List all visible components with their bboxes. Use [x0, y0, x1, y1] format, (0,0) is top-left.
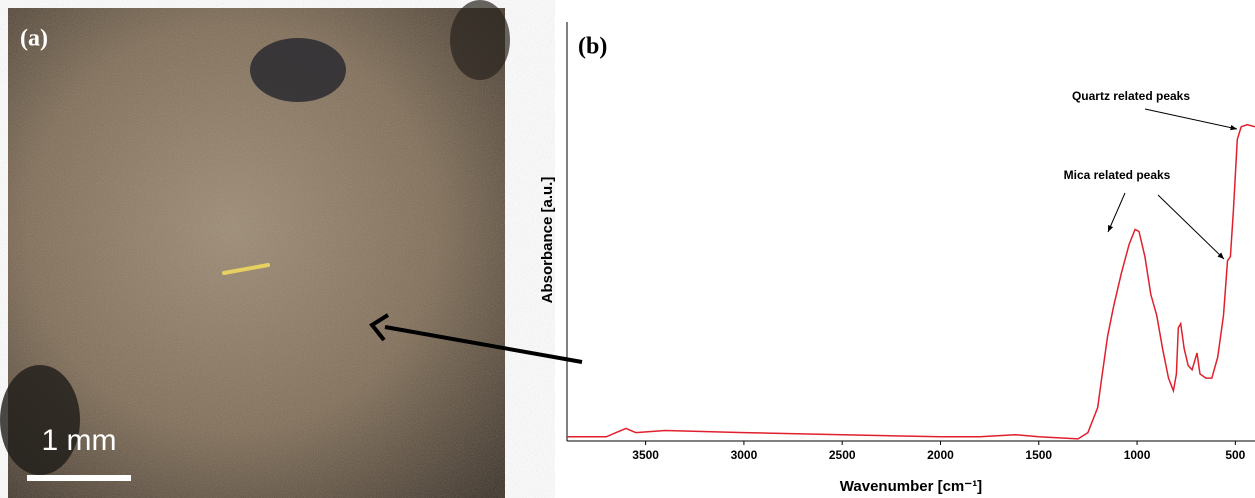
annotation-arrow	[1107, 192, 1126, 233]
panel-label: (a)	[20, 26, 48, 52]
scale-bar-label: 1 mm	[42, 424, 117, 457]
annotation-arrow	[1144, 108, 1238, 130]
arrow-head	[1217, 252, 1224, 259]
x-tick-label: 500	[1225, 448, 1245, 462]
annotation: Mica related peaks	[1064, 168, 1171, 182]
x-tick-label: 1500	[1025, 448, 1052, 462]
arrow-head	[1108, 225, 1114, 232]
spectrum-line	[567, 123, 1255, 440]
x-tick-label: 2000	[927, 448, 954, 462]
y-axis-label: Absorbance [a.u.]	[539, 177, 556, 304]
x-tick-label: 1000	[1124, 448, 1151, 462]
arrow-head	[1230, 124, 1237, 131]
x-tick-label: 3000	[731, 448, 758, 462]
annotation: Quartz related peaks	[1072, 89, 1190, 103]
pointer-arrow	[369, 313, 583, 364]
annotation-arrow	[1157, 194, 1225, 260]
chart: 3500 3000 2500 2000 1500 1000 500 Wavenumber [c…	[539, 22, 1255, 495]
x-tick-label: 2500	[829, 448, 856, 462]
x-axis-label: Wavenumber [cm⁻¹]	[840, 478, 982, 495]
photo: (a) 1 mm	[0, 0, 510, 498]
x-tick-label: 3500	[632, 448, 659, 462]
panel-label: (b)	[578, 34, 607, 60]
